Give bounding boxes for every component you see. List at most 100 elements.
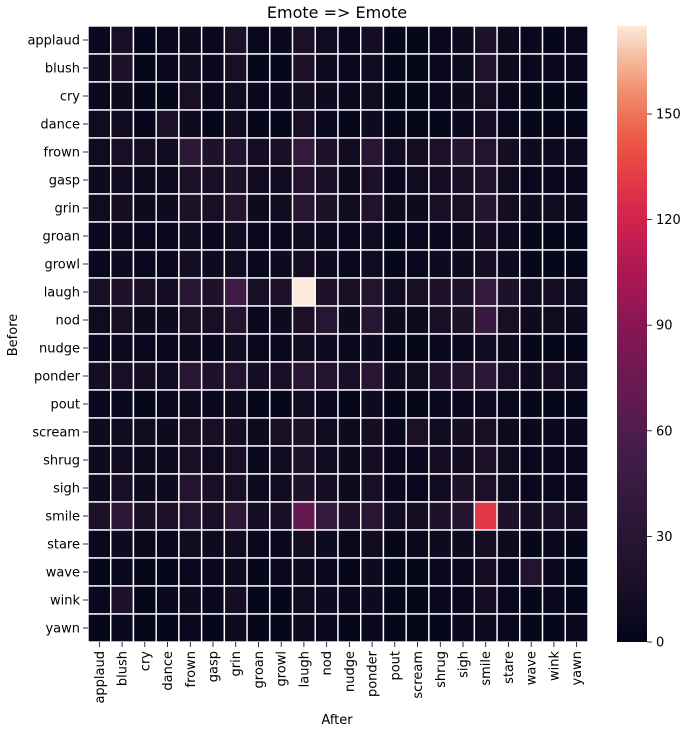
heatmap-cell (110, 165, 135, 195)
heatmap-cell (246, 613, 271, 643)
heatmap-cell (564, 613, 589, 643)
y-tick-label: wink (50, 594, 80, 609)
heatmap-cell (269, 501, 294, 531)
heatmap-cell (382, 109, 407, 139)
heatmap-cell (450, 557, 476, 587)
heatmap-cell (450, 333, 476, 363)
heatmap-cell (428, 613, 453, 643)
heatmap-cell (450, 529, 476, 559)
heatmap-cell (519, 613, 544, 643)
heatmap-cell (291, 305, 316, 335)
heatmap-cell (496, 445, 521, 475)
heatmap-cell (87, 417, 112, 447)
heatmap-cell (246, 473, 271, 503)
y-tick-label: stare (47, 538, 80, 553)
heatmap-cell (178, 417, 203, 447)
heatmap-cell (132, 473, 157, 503)
heatmap-cell (473, 277, 498, 307)
heatmap-cell (200, 305, 226, 335)
heatmap-cell (519, 417, 544, 447)
heatmap-cell (87, 445, 112, 475)
heatmap-cell (428, 277, 453, 307)
y-tick-label: scream (32, 426, 80, 441)
heatmap-cell (405, 81, 430, 111)
heatmap-cell (155, 305, 180, 335)
heatmap-cell (405, 277, 430, 307)
heatmap-cell (405, 417, 430, 447)
heatmap-cell (564, 389, 589, 419)
heatmap-cell (291, 221, 316, 251)
heatmap-cell (405, 305, 430, 335)
heatmap-cell (519, 109, 544, 139)
heatmap-cell (473, 445, 498, 475)
heatmap-cell (246, 81, 271, 111)
heatmap-cell (360, 25, 385, 55)
heatmap-cell (337, 277, 362, 307)
heatmap-cell (564, 361, 589, 391)
heatmap-cell (473, 389, 498, 419)
heatmap-cell (360, 501, 385, 531)
heatmap-cell (360, 529, 385, 559)
heatmap-cell (132, 165, 157, 195)
heatmap-cell (200, 221, 226, 251)
heatmap-cell (360, 221, 385, 251)
heatmap-cell (405, 333, 430, 363)
heatmap-cell (405, 109, 430, 139)
heatmap-cell (155, 109, 180, 139)
heatmap-cell (200, 249, 226, 279)
heatmap-cell (405, 473, 430, 503)
heatmap-cell (519, 249, 544, 279)
heatmap-cell (132, 585, 157, 615)
heatmap-cell (360, 473, 385, 503)
heatmap-cell (223, 193, 248, 223)
heatmap-cell (87, 529, 112, 559)
heatmap-cell (110, 417, 135, 447)
heatmap-cell (564, 585, 589, 615)
heatmap-cell (132, 193, 157, 223)
heatmap-cell (155, 137, 180, 167)
heatmap-cell (428, 109, 453, 139)
x-tick-label: sigh (457, 651, 472, 678)
heatmap-cell (382, 305, 407, 335)
heatmap-cell (519, 585, 544, 615)
heatmap-cell (428, 333, 453, 363)
heatmap-cell (269, 585, 294, 615)
heatmap-cell (382, 277, 407, 307)
heatmap-cell (110, 445, 135, 475)
heatmap-cell (360, 445, 385, 475)
heatmap-cell (496, 501, 521, 531)
heatmap-cell (110, 25, 135, 55)
heatmap-cell (473, 81, 498, 111)
heatmap-cell (360, 585, 385, 615)
heatmap-cell (428, 529, 453, 559)
heatmap-cell (291, 361, 316, 391)
y-tick-label: dance (40, 118, 80, 133)
heatmap-cell (337, 333, 362, 363)
heatmap-cell (87, 613, 112, 643)
heatmap-cell (246, 557, 271, 587)
heatmap-cell (541, 25, 566, 55)
heatmap-cell (155, 417, 180, 447)
heatmap-cell (450, 137, 476, 167)
heatmap-cell (382, 81, 407, 111)
heatmap-cell (337, 53, 362, 83)
heatmap-cell (200, 417, 226, 447)
heatmap-cell (450, 361, 476, 391)
heatmap-cell (496, 585, 521, 615)
heatmap-cell (496, 109, 521, 139)
heatmap-cell (132, 53, 157, 83)
heatmap-cell (382, 333, 407, 363)
heatmap-cell (155, 165, 180, 195)
heatmap-cell (360, 305, 385, 335)
heatmap-cell (291, 585, 316, 615)
heatmap-cell (541, 109, 566, 139)
heatmap-cell (428, 501, 453, 531)
heatmap-cell (269, 361, 294, 391)
heatmap-cell (291, 613, 316, 643)
heatmap-cell (314, 81, 339, 111)
heatmap-cell (110, 473, 135, 503)
heatmap-cell (269, 389, 294, 419)
heatmap-cell (450, 25, 476, 55)
heatmap-cell (314, 25, 339, 55)
heatmap-cell (360, 81, 385, 111)
